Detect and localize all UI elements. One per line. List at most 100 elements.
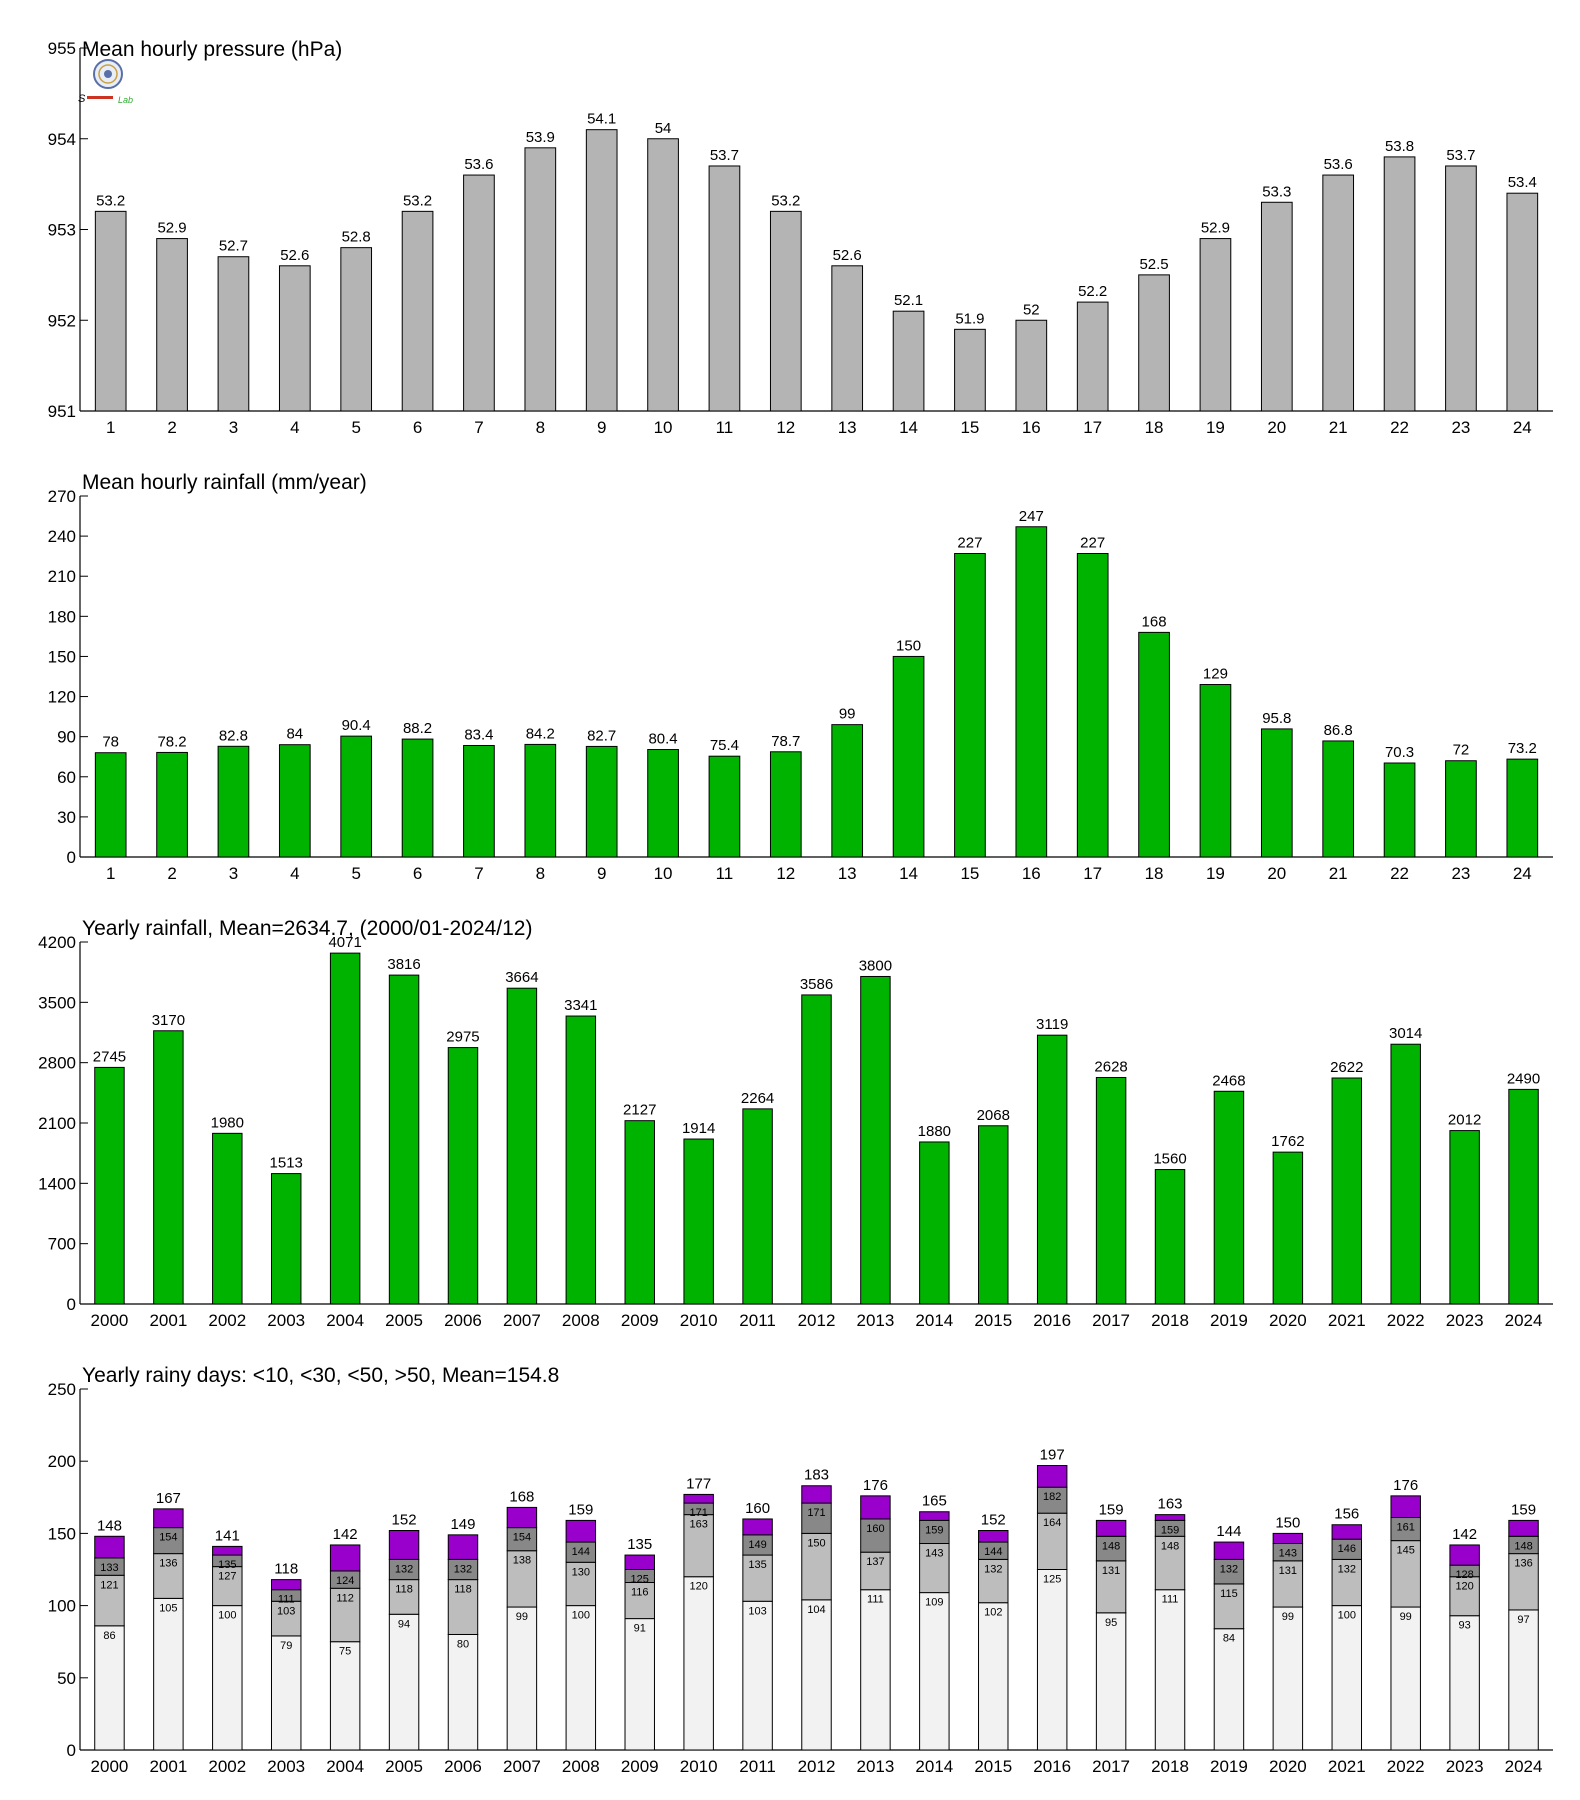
yearly_rain-bar [153, 1030, 184, 1305]
pressure-y-tick-label: 954 [48, 130, 76, 149]
rainy_days-label-total: 150 [1275, 1514, 1300, 1531]
rainy_days-label-total: 149 [450, 1516, 475, 1533]
yearly_rain-bar [860, 975, 891, 1305]
yearly_rain-value-label: 2264 [741, 1090, 774, 1107]
yearly_rain-x-tick-label: 2005 [385, 1311, 423, 1330]
hourly_rain-bar [769, 751, 802, 858]
rainy_days-segment-total [447, 1534, 479, 1560]
pressure-value-label: 52.9 [1201, 220, 1230, 237]
rainy_days-segment-total [1213, 1541, 1245, 1560]
rainy_days-y-tick-label: 200 [48, 1452, 76, 1471]
pressure-value-label: 53.9 [526, 129, 555, 146]
hourly_rain-x-tick-label: 7 [474, 864, 483, 883]
hourly_rain-y-tick-label: 90 [57, 728, 76, 747]
rainy_days-segment-lt10 [801, 1599, 832, 1751]
yearly_rain-value-label: 1980 [211, 1114, 244, 1131]
pressure-bar [401, 210, 434, 412]
yearly_rain-value-label: 3664 [505, 969, 538, 986]
hourly_rain-bar [1383, 762, 1416, 858]
yearly_rain-value-label: 1560 [1153, 1151, 1186, 1168]
rainy_days-label-lt10: 104 [807, 1604, 825, 1616]
yearly_rain-bar [1095, 1076, 1127, 1305]
pressure-value-label: 53.7 [710, 147, 739, 164]
rainy_days-segment-lt10 [1154, 1589, 1186, 1751]
rainy_days-segment-lt10 [1036, 1569, 1068, 1751]
hourly_rain-value-label: 227 [957, 534, 982, 551]
rainy_days-label-lt30: 145 [1397, 1545, 1415, 1557]
pressure-bar [708, 165, 741, 412]
rainy_days-y-tick-label: 100 [48, 1597, 76, 1616]
rainy_days-label-lt10: 99 [1282, 1611, 1294, 1623]
pressure-y-tick-label: 952 [48, 311, 76, 330]
pressure-x-tick-label: 12 [776, 418, 795, 437]
yearly_rain-x-tick-label: 2017 [1092, 1311, 1130, 1330]
rainy_days-label-lt50: 149 [748, 1539, 766, 1551]
rainy_days-segment-total [1036, 1465, 1068, 1488]
yearly_rain-bar [1213, 1090, 1245, 1305]
pressure-value-label: 51.9 [955, 310, 984, 327]
rainy_days-label-lt10: 120 [689, 1581, 707, 1593]
rainy_days-label-lt10: 99 [1400, 1611, 1412, 1623]
rainy_days-segment-lt30 [1390, 1540, 1421, 1608]
rainy_days-segment-total [1272, 1532, 1304, 1545]
hourly_rain-value-label: 84.2 [526, 725, 555, 742]
rainy_days-segment-lt10 [329, 1641, 361, 1751]
rainy_days-segment-total [1331, 1524, 1363, 1540]
yearly_rain-bar [1449, 1130, 1480, 1305]
rainy_days-segment-lt30 [329, 1587, 361, 1643]
yearly_rain-x-tick-label: 2021 [1328, 1311, 1366, 1330]
hourly_rain-x-tick-label: 18 [1145, 864, 1164, 883]
rainy_days-segment-total [329, 1544, 361, 1572]
yearly_rain-value-label: 4071 [328, 934, 361, 951]
yearly_rain-bar [1331, 1077, 1363, 1305]
pressure-x-tick-label: 24 [1513, 418, 1532, 437]
hourly_rain-x-tick-label: 9 [597, 864, 606, 883]
rainy_days-x-tick-label: 2005 [385, 1757, 423, 1776]
hourly_rain-value-label: 150 [896, 637, 921, 654]
rainy_days-segment-total [1508, 1519, 1539, 1537]
rainy_days-label-lt30: 137 [866, 1556, 884, 1568]
hourly_rain-x-tick-label: 21 [1329, 864, 1348, 883]
rainy_days-segment-total [683, 1493, 714, 1504]
hourly_rain-y-tick-label: 0 [67, 848, 76, 867]
rainy_days-segment-lt30 [153, 1553, 184, 1599]
rainy_days-label-lt50: 159 [1161, 1524, 1179, 1536]
rainy_days-label-total: 118 [274, 1561, 298, 1578]
hourly_rain-value-label: 84 [286, 726, 303, 743]
yearly_rain-title: Yearly rainfall, Mean=2634.7, (2000/01-2… [82, 917, 532, 940]
rainy_days-segment-lt30 [388, 1579, 420, 1615]
rainy_days-label-total: 141 [215, 1527, 240, 1544]
rainy_days-x-tick-label: 2010 [680, 1757, 718, 1776]
pressure-bar [1445, 165, 1477, 412]
pressure-bar [1076, 301, 1109, 412]
rainy_days-label-lt30: 130 [572, 1566, 590, 1578]
rainy_days-x-tick-label: 2009 [621, 1757, 659, 1776]
yearly_rain-value-label: 2490 [1507, 1070, 1540, 1087]
hourly_rain-bar [94, 752, 127, 858]
rainy_days-x-tick-label: 2021 [1328, 1757, 1366, 1776]
hourly_rain-value-label: 82.8 [219, 727, 248, 744]
rainy_days-segment-lt10 [506, 1606, 538, 1751]
rainy_days-label-total: 148 [97, 1517, 122, 1534]
rainy_days-label-total: 152 [981, 1512, 1006, 1529]
pressure-bar [156, 238, 188, 412]
rainy_days-segment-total [1390, 1495, 1421, 1519]
hourly_rain-bar [647, 749, 679, 858]
rainy_days-label-total: 152 [392, 1512, 417, 1529]
yearly_rain-x-tick-label: 2018 [1151, 1311, 1189, 1330]
yearly_rain-value-label: 2127 [623, 1102, 656, 1119]
rainy_days-label-lt10: 125 [1043, 1574, 1061, 1586]
rainy_days-segment-lt30 [1095, 1560, 1127, 1614]
hourly_rain-bar [1322, 740, 1355, 858]
pressure-x-tick-label: 10 [654, 418, 673, 437]
yearly_rain-value-label: 1914 [682, 1120, 715, 1137]
hourly_rain-x-tick-label: 24 [1513, 864, 1532, 883]
rainy_days-label-lt30: 163 [689, 1519, 707, 1531]
rainy_days-label-total: 163 [1158, 1496, 1183, 1513]
rainy_days-segment-lt30 [1036, 1512, 1068, 1570]
rainy_days-x-tick-label: 2008 [562, 1757, 600, 1776]
hourly_rain-x-tick-label: 19 [1206, 864, 1225, 883]
hourly_rain-value-label: 82.7 [587, 727, 616, 744]
rainy_days-label-total: 176 [863, 1477, 888, 1494]
hourly_rain-value-label: 70.3 [1385, 744, 1414, 761]
